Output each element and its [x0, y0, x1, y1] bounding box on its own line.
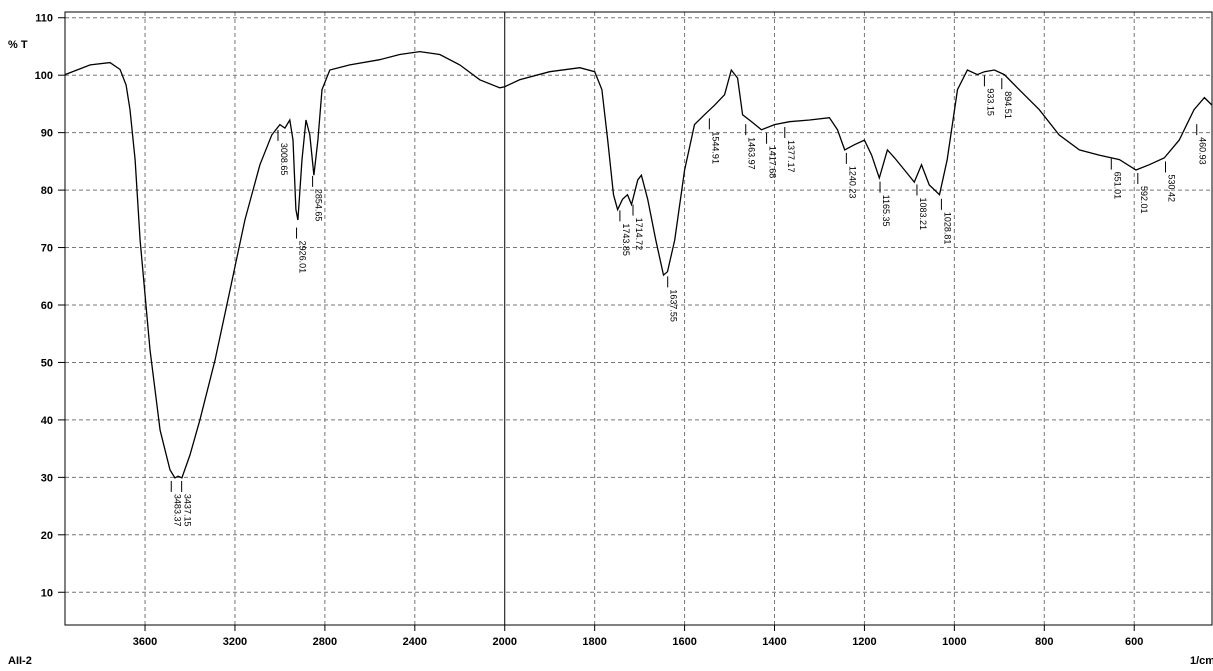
x-tick-label: 600 [1125, 636, 1143, 648]
y-tick-label: 100 [35, 70, 53, 82]
y-tick-label: 70 [41, 243, 53, 255]
x-tick-label: 3600 [133, 636, 157, 648]
peak-label: 1463.97 [747, 137, 757, 170]
plot-frame [64, 11, 1213, 626]
peak-label: 894.51 [1003, 91, 1013, 119]
x-tick-label: 1200 [852, 636, 876, 648]
x-tick-label: 1600 [672, 636, 696, 648]
x-tick-label: 1400 [762, 636, 786, 648]
x-axis-label: 1/cm [1190, 655, 1213, 667]
peak-label: 1240.23 [847, 166, 857, 199]
peak-label: 2854.65 [314, 189, 324, 222]
peak-label: 1544.91 [710, 131, 720, 164]
x-tick-label: 2400 [403, 636, 427, 648]
peak-label: 1028.81 [942, 212, 952, 245]
x-tick-label: 1800 [582, 636, 606, 648]
peak-label: 1165.35 [881, 195, 891, 227]
y-tick-label: 40 [41, 415, 53, 427]
x-tick-label: 2800 [313, 636, 337, 648]
y-tick-label: 80 [41, 185, 53, 197]
peak-label: 3437.15 [183, 494, 193, 527]
y-tick-label: 60 [41, 300, 53, 312]
y-tick-label: 10 [41, 587, 53, 599]
y-tick-label: 110 [35, 13, 53, 25]
y-tick-label: 90 [41, 128, 53, 140]
peak-label: 933.15 [985, 88, 995, 116]
x-tick-label: 1000 [942, 636, 966, 648]
peak-label: 3008.65 [279, 143, 289, 176]
x-tick-label: 2000 [492, 636, 516, 648]
peak-label: 1417.68 [768, 146, 778, 179]
x-tick-label: 800 [1035, 636, 1053, 648]
peak-label: 1743.85 [621, 223, 631, 256]
sample-label: AII-2 [8, 655, 32, 667]
y-tick-label: 30 [41, 472, 53, 484]
peak-label: 2926.01 [298, 241, 308, 274]
y-tick-label: 50 [41, 357, 53, 369]
peak-label: 592.01 [1139, 186, 1149, 214]
peak-label: 530.42 [1166, 174, 1176, 202]
peak-label: 1083.21 [918, 197, 928, 230]
spectrum-line [64, 50, 1213, 479]
y-tick-label: 20 [41, 530, 53, 542]
x-tick-label: 3200 [223, 636, 247, 648]
peak-label: 651.01 [1112, 172, 1122, 200]
y-axis-label: % T [8, 39, 28, 51]
peak-label: 460.93 [1198, 137, 1208, 165]
peak-label: 3483.37 [172, 494, 182, 527]
peak-label: 1714.72 [634, 218, 644, 251]
peak-label: 1637.55 [669, 289, 679, 322]
peak-label: 1377.17 [786, 140, 796, 173]
